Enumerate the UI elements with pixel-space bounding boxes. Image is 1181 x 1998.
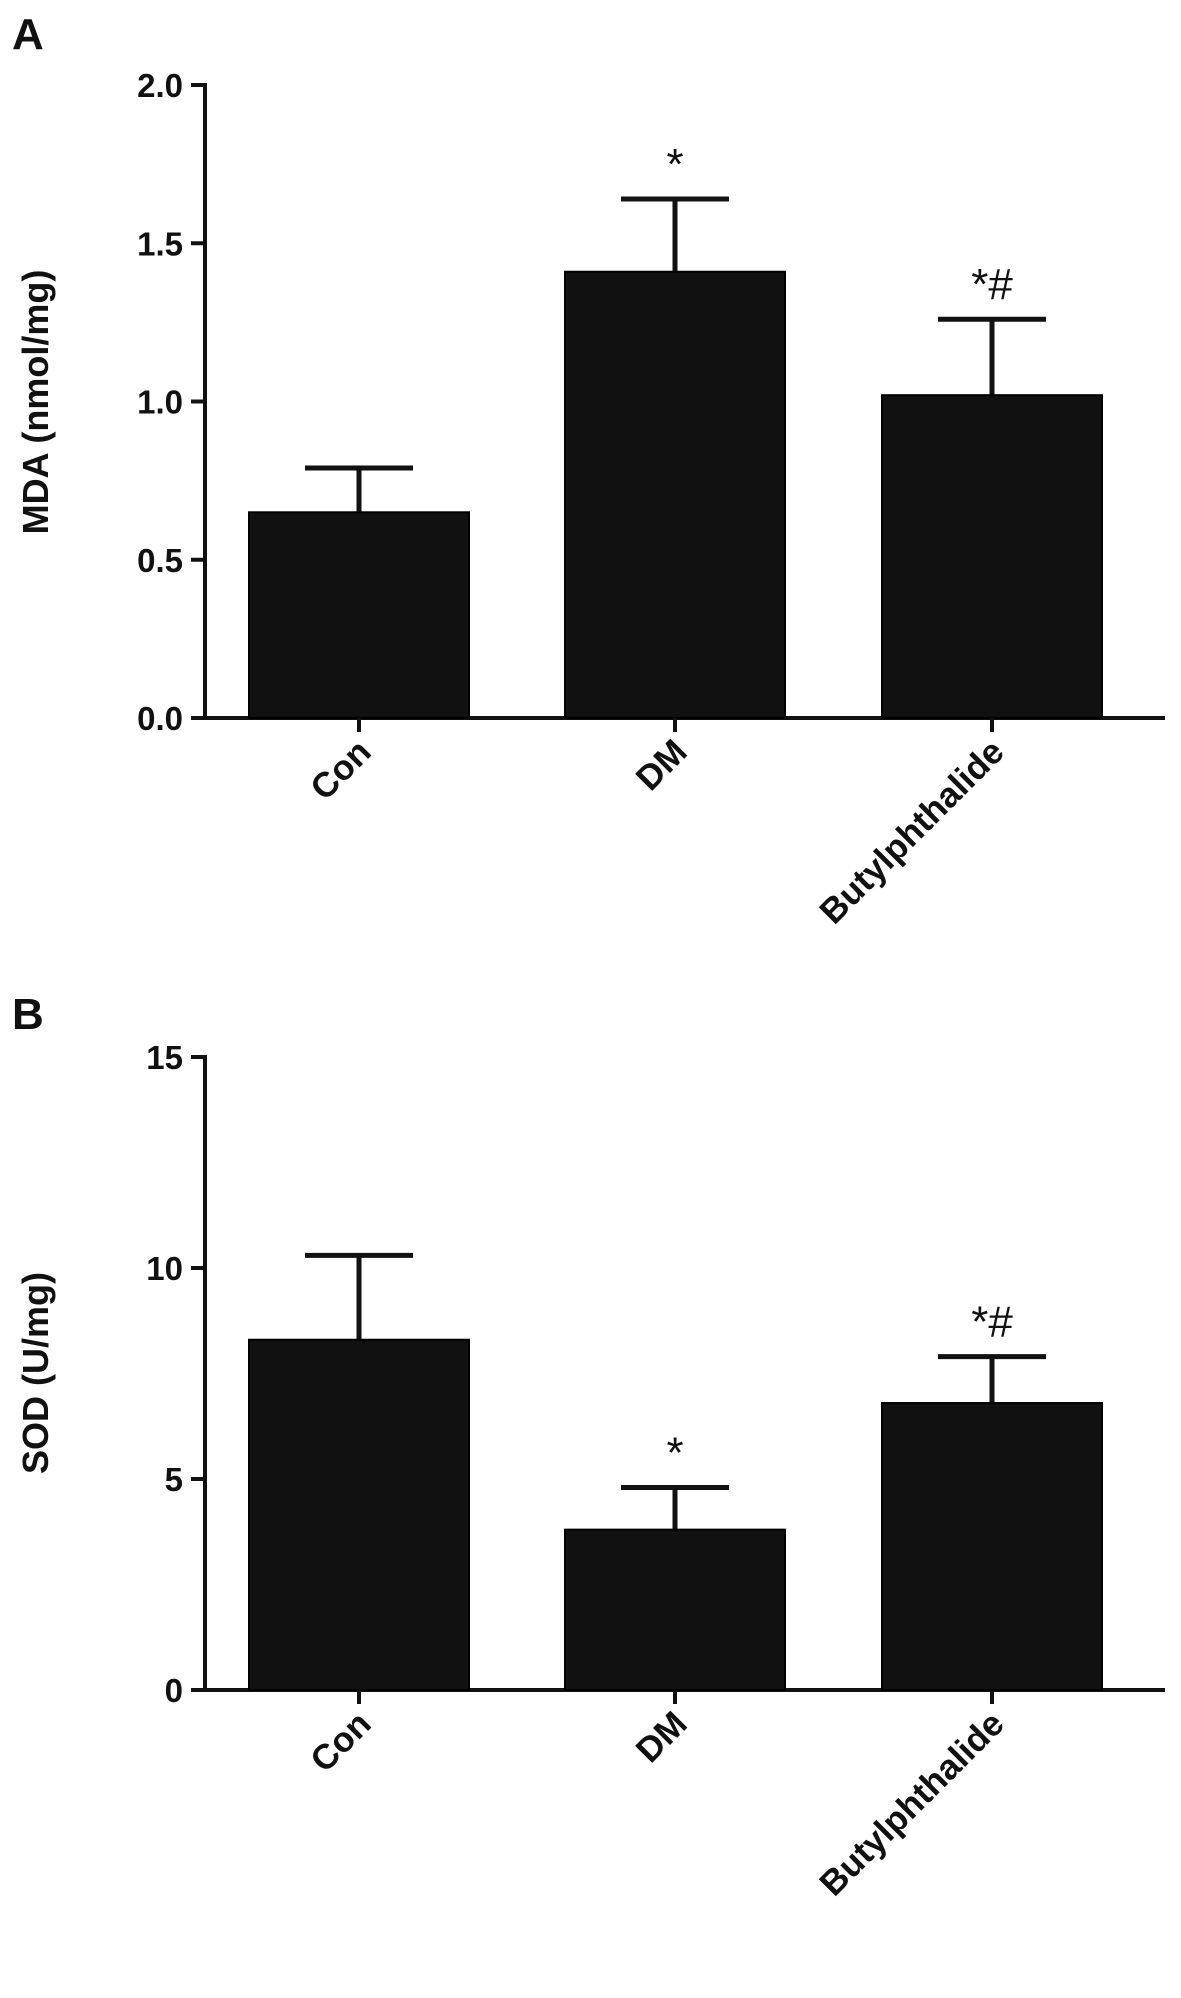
significance-marker: * [666, 1428, 683, 1477]
sod-bar-chart: 0 5 10 15 SOD (U/mg) Con * DM *# Butylphthalide [15, 1039, 1165, 1904]
bar-con [248, 1338, 470, 1691]
mda-bar-chart: 0.0 0.5 1.0 1.5 2.0 MDA (nmol/mg) Con * DM *# Buty… [15, 67, 1165, 932]
x-tick-label: Butylphthalide [812, 1704, 1011, 1903]
bar-dm [564, 270, 786, 719]
bar-butylphthalide [881, 1402, 1103, 1691]
y-tick-label: 2.0 [137, 67, 183, 104]
bar-dm [564, 1528, 786, 1692]
x-tick-label: DM [629, 732, 695, 798]
x-tick-label: Butylphthalide [812, 732, 1011, 931]
y-tick-label: 0.5 [137, 542, 183, 579]
y-axis-label: SOD (U/mg) [15, 1272, 56, 1474]
y-tick-label: 0.0 [137, 700, 183, 737]
panel-letter: A [12, 10, 44, 59]
x-tick-label: DM [629, 1704, 695, 1770]
y-tick-label: 0 [165, 1672, 183, 1709]
significance-marker: * [666, 140, 683, 189]
x-tick-label: Con [303, 732, 379, 808]
y-tick-label: 10 [146, 1250, 183, 1287]
y-tick-label: 1.5 [137, 225, 183, 262]
y-axis-label: MDA (nmol/mg) [15, 270, 56, 535]
x-tick-label: Con [303, 1704, 379, 1780]
y-tick-label: 5 [165, 1461, 183, 1498]
bar-butylphthalide [881, 394, 1103, 719]
panel-letter: B [12, 990, 44, 1039]
significance-marker: *# [971, 1298, 1013, 1347]
panel-b: B 0 5 10 15 SOD (U/mg) Con * DM *# Butylphthalide [0, 990, 1181, 1998]
panel-a: A 0.0 0.5 1.0 1.5 2.0 MDA (nmol/mg) Con * DM *# Bu… [0, 0, 1181, 990]
bar-con [248, 511, 470, 720]
significance-marker: *# [971, 260, 1013, 309]
y-tick-label: 15 [146, 1039, 183, 1076]
y-tick-label: 1.0 [137, 384, 183, 421]
